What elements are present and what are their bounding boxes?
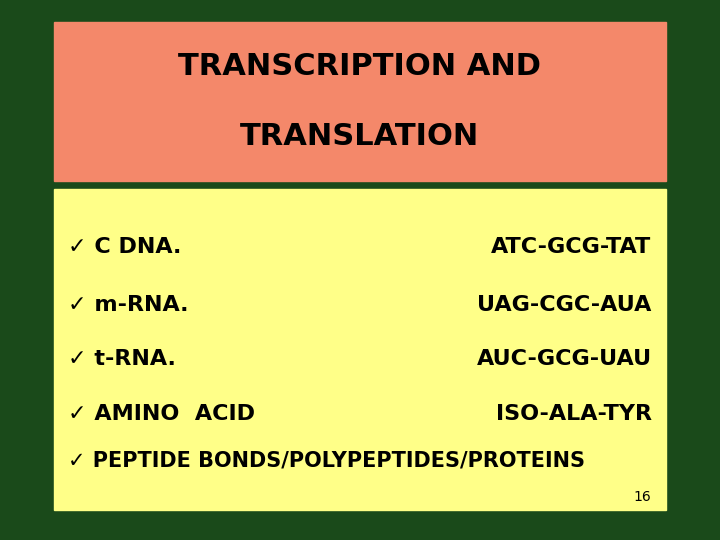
Text: ✓ C DNA.: ✓ C DNA. xyxy=(68,237,181,257)
Text: TRANSLATION: TRANSLATION xyxy=(240,122,480,151)
Text: ✓ m-RNA.: ✓ m-RNA. xyxy=(68,295,189,315)
FancyBboxPatch shape xyxy=(54,189,666,510)
Text: ✓ t-RNA.: ✓ t-RNA. xyxy=(68,349,176,369)
Text: ✓ PEPTIDE BONDS/POLYPEPTIDES/PROTEINS: ✓ PEPTIDE BONDS/POLYPEPTIDES/PROTEINS xyxy=(68,450,585,470)
Text: ISO-ALA-TYR: ISO-ALA-TYR xyxy=(495,404,652,424)
Text: ATC-GCG-TAT: ATC-GCG-TAT xyxy=(491,237,652,257)
FancyBboxPatch shape xyxy=(54,22,666,181)
Text: TRANSCRIPTION AND: TRANSCRIPTION AND xyxy=(179,52,541,80)
Text: UAG-CGC-AUA: UAG-CGC-AUA xyxy=(477,295,652,315)
Text: ✓ AMINO  ACID: ✓ AMINO ACID xyxy=(68,404,256,424)
Text: AUC-GCG-UAU: AUC-GCG-UAU xyxy=(477,349,652,369)
Text: 16: 16 xyxy=(634,490,652,504)
